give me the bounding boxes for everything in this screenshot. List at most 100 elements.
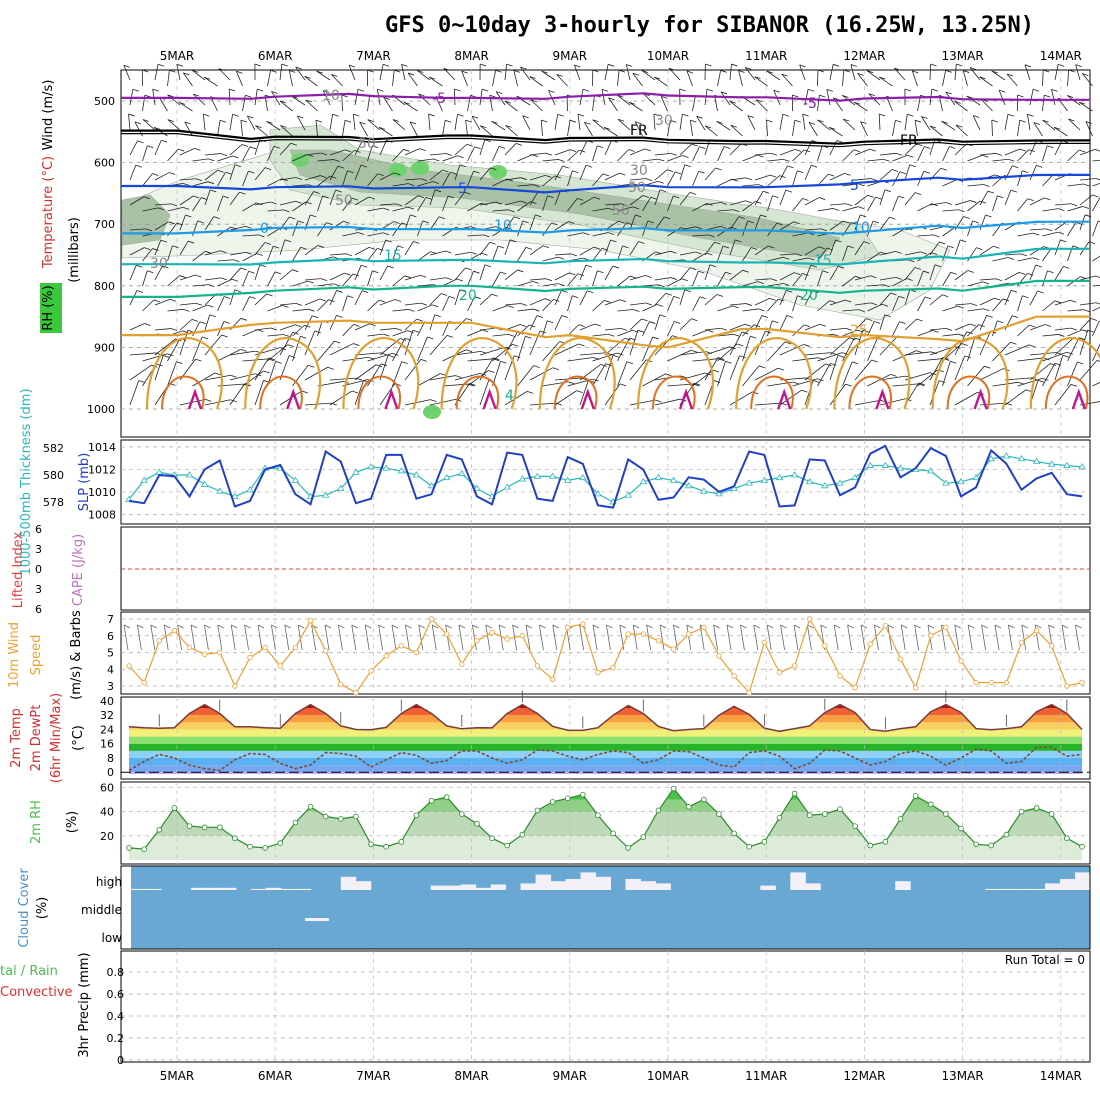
wind-barb-flag <box>495 201 502 205</box>
wind-barb-flag <box>891 169 899 172</box>
wind-barb-flag <box>884 189 892 193</box>
wind-barb-flag <box>1082 206 1089 209</box>
wind-barb <box>779 165 788 181</box>
wind-barb <box>167 245 173 262</box>
wind-barb-flag <box>208 284 215 287</box>
wind-barb-flag <box>778 298 785 302</box>
wind-barb-flag <box>322 195 329 199</box>
wind-barb <box>592 352 618 362</box>
wind-barb <box>292 247 302 262</box>
wind-barb <box>123 65 131 81</box>
wind-barb <box>271 91 281 106</box>
wind-barb <box>573 64 581 81</box>
isotherm-line <box>121 279 1090 298</box>
wind-barb <box>542 195 548 212</box>
surface-barb-flag <box>499 624 506 629</box>
wind-barb-flag <box>1045 228 1053 232</box>
wind-barb <box>1078 101 1093 112</box>
wind-barb-flag <box>620 203 628 207</box>
speed-label: Speed <box>29 635 44 676</box>
wind-barb-flag <box>545 152 553 156</box>
wind-barb-flag <box>542 245 550 249</box>
wind-barb-flag <box>966 95 973 99</box>
wind-barb <box>1067 309 1084 312</box>
contour-label: FR <box>900 133 918 149</box>
thickness-point <box>352 468 360 475</box>
wind-barb <box>167 361 177 387</box>
rh-point <box>383 843 389 850</box>
wind-barb <box>467 370 489 387</box>
surface-barb-flag <box>646 624 653 629</box>
wind-barb <box>1079 149 1096 156</box>
wind-barb <box>304 191 314 206</box>
date-label-bottom: 6MAR <box>258 1069 293 1083</box>
wind-barb <box>779 272 795 281</box>
wind-barb-flag <box>802 273 809 276</box>
wind-barb <box>754 278 771 281</box>
wind-barb-flag <box>282 305 289 308</box>
wind-barb <box>305 99 318 112</box>
wind-barb-flag <box>182 330 189 334</box>
wind-barb <box>738 70 743 87</box>
wind-barb <box>554 114 559 131</box>
wind-barb <box>129 196 144 206</box>
wind-barb <box>454 164 461 181</box>
surface-barb-flag <box>954 624 961 629</box>
wind-barb-flag <box>464 191 471 195</box>
wind-barb-flag <box>741 331 749 335</box>
wind-barb <box>829 173 845 181</box>
high-cloud-bar <box>565 879 582 890</box>
wind-barb-flag <box>837 265 845 269</box>
wind-barb-flag <box>883 158 890 162</box>
wind-barb-flag <box>969 67 977 70</box>
wind-barb-flag <box>1044 324 1052 327</box>
wind-barb <box>911 70 918 87</box>
lifted-axis-label: Lifted Index <box>11 531 26 608</box>
wind-barb <box>267 227 282 237</box>
wind-barb <box>154 298 171 306</box>
wind-barb-flag <box>192 69 199 73</box>
wind-speed-point <box>655 638 662 644</box>
wind-barb-flag <box>576 390 583 393</box>
wind-barb <box>779 253 796 256</box>
wind-barb <box>854 359 872 381</box>
wind-barb <box>717 333 734 337</box>
wind-barb <box>742 220 749 237</box>
wind-barb-flag <box>162 265 169 269</box>
wind-barb <box>479 293 493 306</box>
rh-point <box>1079 843 1085 850</box>
wind-barb-flag <box>1024 64 1032 68</box>
thickness-point <box>518 475 527 482</box>
wind-barb-flag <box>482 329 489 333</box>
surface-barb-flag <box>887 624 894 629</box>
isotherm-line <box>121 247 1090 266</box>
contour-label: FR <box>630 123 648 139</box>
wind-barb <box>1092 285 1100 287</box>
wind-speed-point <box>943 624 949 631</box>
middle-cloud-bar <box>305 918 329 921</box>
wind-barb-flag <box>142 119 150 122</box>
isotherm-line <box>121 173 1090 194</box>
rh-high-spot <box>423 405 441 419</box>
wind-barb <box>167 338 181 362</box>
wind-barb <box>142 299 155 312</box>
wind-barb-flag <box>652 336 659 340</box>
high-cloud-bar <box>1030 888 1046 890</box>
wind-speed-point <box>928 633 934 639</box>
wind-barb <box>742 201 756 212</box>
wind-barb-flag <box>849 337 856 341</box>
wind-barb-flag <box>720 327 728 331</box>
wind-barb-flag <box>157 63 165 67</box>
wind-barb <box>504 100 518 112</box>
wind-barb-flag <box>729 100 736 104</box>
wind-barb-flag <box>170 203 178 207</box>
wind-barb-flag <box>786 289 793 293</box>
wind-barb <box>1042 95 1045 112</box>
wind-barb <box>892 296 900 312</box>
surface-barb <box>874 624 879 651</box>
wind-barb <box>479 346 505 356</box>
surface-barb-flag <box>150 624 157 629</box>
cloud-frame <box>120 865 1091 950</box>
wind-barb-flag <box>647 220 654 224</box>
